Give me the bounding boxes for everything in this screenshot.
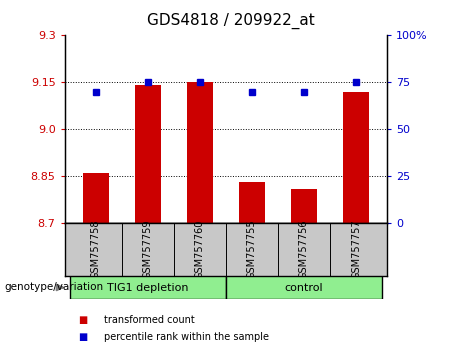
Bar [226, 276, 382, 299]
Text: GDS4818 / 209922_at: GDS4818 / 209922_at [147, 12, 314, 29]
Text: TIG1 depletion: TIG1 depletion [107, 282, 189, 293]
Bar [239, 182, 265, 223]
Text: percentile rank within the sample: percentile rank within the sample [104, 332, 269, 342]
Bar [187, 82, 213, 223]
Bar [291, 189, 317, 223]
Text: GSM757758: GSM757758 [91, 220, 101, 279]
Text: GSM757759: GSM757759 [143, 220, 153, 279]
Text: ■: ■ [78, 332, 88, 342]
Bar [135, 85, 161, 223]
Bar [343, 92, 369, 223]
Text: GSM757760: GSM757760 [195, 220, 205, 279]
Bar [83, 173, 109, 223]
Bar [70, 276, 226, 299]
Text: GSM757756: GSM757756 [299, 220, 309, 279]
Text: ■: ■ [78, 315, 88, 325]
Text: transformed count: transformed count [104, 315, 195, 325]
Text: GSM757757: GSM757757 [351, 220, 361, 279]
Text: genotype/variation: genotype/variation [5, 282, 104, 292]
Text: control: control [284, 282, 323, 293]
Text: GSM757755: GSM757755 [247, 220, 257, 279]
